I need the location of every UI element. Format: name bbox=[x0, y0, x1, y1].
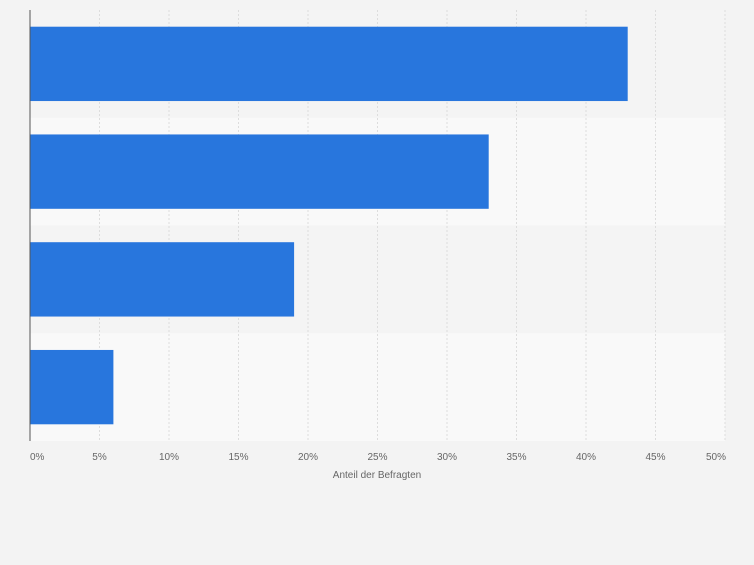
x-axis-label: Anteil der Befragten bbox=[333, 470, 421, 481]
x-tick-label: 5% bbox=[92, 452, 107, 463]
bar bbox=[30, 134, 489, 209]
x-tick-label: 45% bbox=[645, 452, 665, 463]
bar bbox=[30, 26, 628, 102]
x-tick-label: 10% bbox=[159, 452, 179, 463]
x-tick-label: 35% bbox=[506, 452, 526, 463]
bar bbox=[30, 349, 114, 425]
x-tick-label: 40% bbox=[576, 452, 596, 463]
x-tick-label: 50% bbox=[706, 452, 726, 463]
x-tick-label: 15% bbox=[228, 452, 248, 463]
x-tick-label: 25% bbox=[367, 452, 387, 463]
x-tick-label: 0% bbox=[30, 452, 45, 463]
x-tick-label: 20% bbox=[298, 452, 318, 463]
x-tick-label: 30% bbox=[437, 452, 457, 463]
bar bbox=[30, 242, 295, 317]
